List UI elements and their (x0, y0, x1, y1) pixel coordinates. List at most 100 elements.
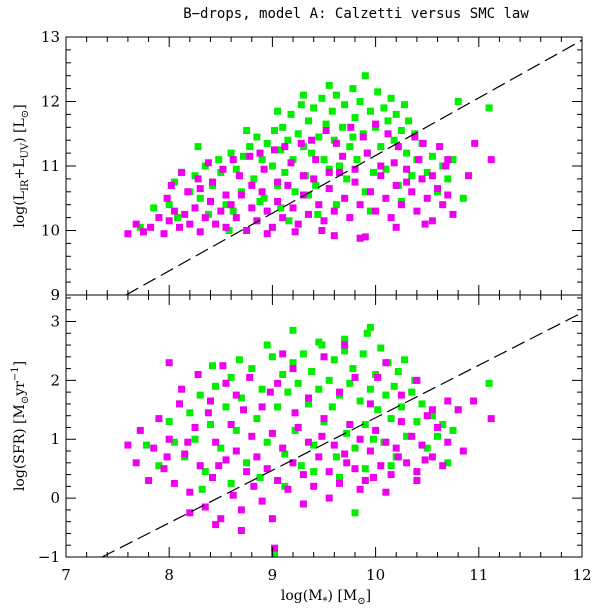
bottom-calzetti-point (439, 421, 447, 428)
top-smc-point (382, 194, 390, 202)
top-calzetti-point (349, 85, 357, 93)
bottom-smc-point (274, 379, 282, 387)
top-calzetti-point (384, 117, 392, 125)
top-smc-point (294, 220, 302, 228)
bottom-smc-point (428, 453, 436, 461)
bottom-calzetti-point (143, 441, 150, 449)
top-reference-line (125, 39, 583, 296)
bottom-calzetti-point (374, 406, 382, 414)
bottom-smc-point (305, 394, 312, 402)
top-calzetti-point (343, 175, 351, 183)
bottom-smc-point (397, 391, 405, 399)
top-smc-point (465, 172, 472, 180)
top-calzetti-point (339, 123, 347, 131)
top-calzetti-point (423, 168, 431, 176)
bottom-calzetti-point (413, 418, 421, 426)
top-calzetti-point (229, 207, 237, 215)
top-calzetti-point (299, 91, 307, 99)
bottom-calzetti-point (232, 426, 240, 434)
top-smc-point (366, 188, 374, 196)
top-smc-point (155, 214, 163, 222)
bottom-calzetti-point (243, 459, 251, 467)
top-calzetti-point (215, 156, 223, 164)
bottom-calzetti-point (198, 485, 206, 493)
bottom-y-tick-label: 3 (50, 312, 60, 330)
top-smc-point (421, 220, 429, 228)
bottom-y-tick-label: 1 (50, 430, 60, 448)
top-calzetti-point (374, 88, 382, 96)
bottom-calzetti-point (346, 379, 354, 387)
top-smc-point (260, 165, 268, 173)
top-smc-point (332, 139, 340, 147)
top-y-tick-label: 9 (50, 286, 60, 304)
bottom-calzetti-point (349, 365, 357, 373)
bottom-calzetti-point (294, 379, 302, 387)
bottom-smc-point (215, 462, 223, 470)
top-calzetti-point (277, 204, 285, 212)
bottom-calzetti-point (328, 403, 336, 411)
top-calzetti-point (294, 130, 302, 138)
bottom-smc-point (207, 397, 214, 405)
bottom-smc-point (428, 406, 436, 414)
bottom-calzetti-point (361, 465, 369, 473)
top-calzetti-point (258, 156, 266, 164)
bottom-calzetti-point (308, 368, 316, 375)
bottom-smc-point (421, 456, 429, 464)
top-calzetti-point (256, 198, 264, 205)
top-smc-point (235, 172, 243, 180)
bottom-smc-point (186, 488, 194, 496)
top-calzetti-point (297, 101, 305, 109)
bottom-smc-point (240, 406, 247, 414)
top-smc-point (356, 234, 364, 242)
bottom-calzetti-point (315, 338, 323, 346)
top-smc-point (387, 214, 395, 222)
bottom-calzetti-point (397, 403, 405, 411)
top-calzetti-point (382, 165, 390, 173)
top-smc-point (346, 214, 354, 222)
bottom-calzetti-point (289, 326, 297, 334)
top-smc-point (392, 223, 400, 231)
bottom-calzetti-point (351, 509, 359, 517)
top-smc-point (160, 230, 168, 238)
bottom-calzetti-point (387, 415, 395, 423)
top-calzetti-point (322, 120, 330, 128)
bottom-smc-point (382, 438, 390, 446)
top-smc-point (163, 194, 171, 202)
top-calzetti-point (349, 133, 357, 141)
top-smc-point (330, 232, 338, 240)
top-smc-point (256, 149, 264, 157)
bottom-calzetti-point (401, 356, 408, 364)
top-smc-point (178, 168, 186, 176)
x-tick-label: 9 (268, 566, 278, 584)
bottom-calzetti-point (444, 459, 452, 467)
bottom-smc-point (155, 415, 163, 423)
top-calzetti-point (305, 117, 312, 125)
bottom-calzetti-point (305, 400, 312, 408)
top-smc-point (428, 172, 436, 180)
top-smc-point (320, 217, 328, 225)
top-smc-point (219, 165, 227, 173)
top-smc-point (361, 233, 369, 241)
top-calzetti-point (341, 101, 349, 109)
top-calzetti-point (320, 156, 328, 164)
bottom-calzetti-point (485, 379, 493, 387)
bottom-calzetti-point (237, 394, 245, 402)
top-smc-point (191, 204, 199, 212)
bottom-smc-point (178, 385, 186, 393)
top-calzetti-point (291, 188, 299, 196)
bottom-calzetti-point (330, 356, 338, 364)
top-scatter-points (124, 72, 495, 242)
top-smc-point (436, 143, 444, 151)
bottom-smc-point (403, 459, 411, 467)
top-smc-point (330, 207, 338, 215)
top-smc-point (351, 178, 359, 186)
bottom-calzetti-point (390, 382, 398, 390)
bottom-calzetti-point (325, 376, 333, 384)
bottom-smc-point (289, 459, 297, 467)
bottom-calzetti-point (336, 474, 343, 481)
bottom-calzetti-point (387, 462, 395, 470)
top-calzetti-point (253, 133, 261, 141)
top-smc-point (310, 175, 318, 183)
bottom-smc-point (394, 453, 402, 461)
bottom-calzetti-point (310, 468, 318, 476)
